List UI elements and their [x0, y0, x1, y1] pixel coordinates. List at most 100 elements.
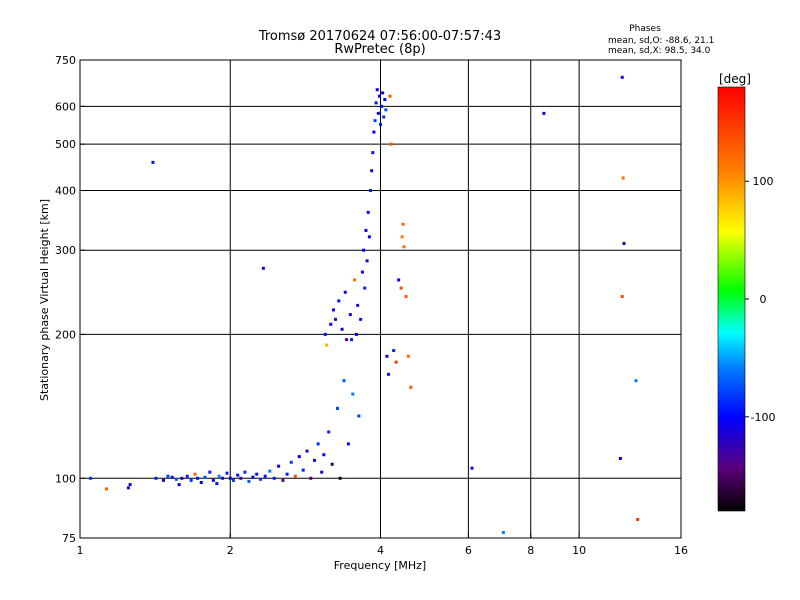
data-point-33 [261, 266, 265, 270]
data-point-13 [189, 478, 193, 482]
data-point-91 [381, 91, 385, 95]
data-point-21 [217, 474, 221, 478]
data-point-71 [357, 414, 361, 418]
data-point-39 [285, 472, 289, 476]
data-point-102 [399, 286, 403, 290]
data-point-108 [409, 385, 413, 389]
data-point-22 [221, 476, 225, 480]
colorbar-tick-label-0: 100 [753, 175, 774, 188]
data-point-28 [243, 470, 247, 474]
data-point-78 [366, 210, 370, 214]
data-point-61 [342, 379, 346, 383]
data-point-34 [263, 474, 267, 478]
data-point-75 [363, 286, 367, 290]
data-point-69 [354, 332, 358, 336]
y-tick-label-7: 750 [55, 54, 76, 67]
data-point-0 [89, 476, 93, 480]
data-point-72 [359, 317, 363, 321]
data-point-105 [402, 245, 406, 249]
data-point-42 [297, 455, 301, 459]
data-point-25 [231, 478, 235, 482]
y-tick-label-2: 200 [55, 328, 76, 341]
data-point-31 [255, 472, 259, 476]
data-point-45 [309, 476, 313, 480]
data-point-11 [180, 476, 184, 480]
phases-mean-x: mean, sd,X: 98.5, 34.0 [608, 46, 711, 56]
data-point-115 [620, 295, 624, 299]
data-point-111 [542, 111, 546, 115]
data-point-52 [327, 430, 331, 434]
y-tick-label-0: 75 [62, 532, 76, 545]
data-point-101 [397, 278, 401, 282]
data-point-104 [401, 222, 405, 226]
data-point-32 [259, 477, 263, 481]
data-point-5 [154, 476, 158, 480]
data-point-27 [239, 476, 243, 480]
data-point-44 [305, 449, 309, 453]
data-point-49 [322, 453, 326, 457]
data-point-17 [203, 475, 207, 479]
data-point-8 [170, 475, 174, 479]
x-tick-label-2: 4 [377, 544, 384, 557]
data-point-100 [394, 360, 398, 364]
data-point-4 [151, 160, 155, 164]
data-point-103 [400, 235, 404, 239]
data-point-16 [199, 480, 203, 484]
data-point-18 [208, 470, 212, 474]
data-point-112 [620, 75, 624, 79]
data-point-10 [177, 483, 181, 487]
y-tick-label-4: 400 [55, 184, 76, 197]
data-point-29 [247, 479, 251, 483]
x-tick-label-0: 1 [77, 544, 84, 557]
data-point-76 [364, 228, 368, 232]
data-point-50 [323, 332, 327, 336]
colorbar-tick-label-1: 0 [760, 293, 767, 306]
data-point-79 [367, 235, 371, 239]
phases-heading: Phases [629, 24, 661, 34]
data-point-48 [320, 470, 324, 474]
data-point-2 [128, 483, 132, 487]
data-point-41 [293, 474, 297, 478]
data-point-80 [369, 188, 373, 192]
data-point-86 [375, 88, 379, 92]
grid [80, 60, 681, 538]
data-point-37 [277, 464, 281, 468]
data-point-15 [196, 476, 200, 480]
colorbar-ticks: 100 0 -100 [745, 175, 775, 424]
data-point-35 [268, 469, 272, 473]
y-tick-label-6: 600 [55, 100, 76, 113]
data-point-97 [388, 94, 392, 98]
data-point-113 [621, 176, 625, 180]
data-point-67 [351, 392, 355, 396]
data-point-56 [333, 317, 337, 321]
data-point-95 [385, 354, 389, 358]
data-point-40 [289, 460, 293, 464]
data-point-36 [272, 476, 276, 480]
data-point-58 [337, 299, 341, 303]
data-point-23 [225, 471, 229, 475]
data-point-47 [316, 442, 320, 446]
data-point-54 [330, 462, 334, 466]
data-point-66 [350, 338, 354, 342]
data-point-106 [404, 295, 408, 299]
data-point-98 [389, 142, 393, 146]
data-point-87 [376, 111, 380, 115]
data-point-90 [380, 104, 384, 108]
data-point-94 [384, 108, 388, 112]
x-tick-label-5: 10 [572, 544, 586, 557]
data-point-9 [174, 477, 178, 481]
data-point-26 [236, 473, 240, 477]
x-tick-label-3: 6 [465, 544, 472, 557]
data-point-6 [162, 478, 166, 482]
data-point-92 [382, 115, 386, 119]
colorbar [717, 86, 746, 512]
data-point-53 [329, 322, 333, 326]
data-point-68 [353, 278, 357, 282]
x-tick-label-4: 8 [527, 544, 534, 557]
data-point-3 [126, 486, 130, 490]
data-point-93 [383, 98, 387, 102]
data-point-74 [362, 248, 366, 252]
data-point-12 [185, 474, 189, 478]
data-point-116 [618, 456, 622, 460]
